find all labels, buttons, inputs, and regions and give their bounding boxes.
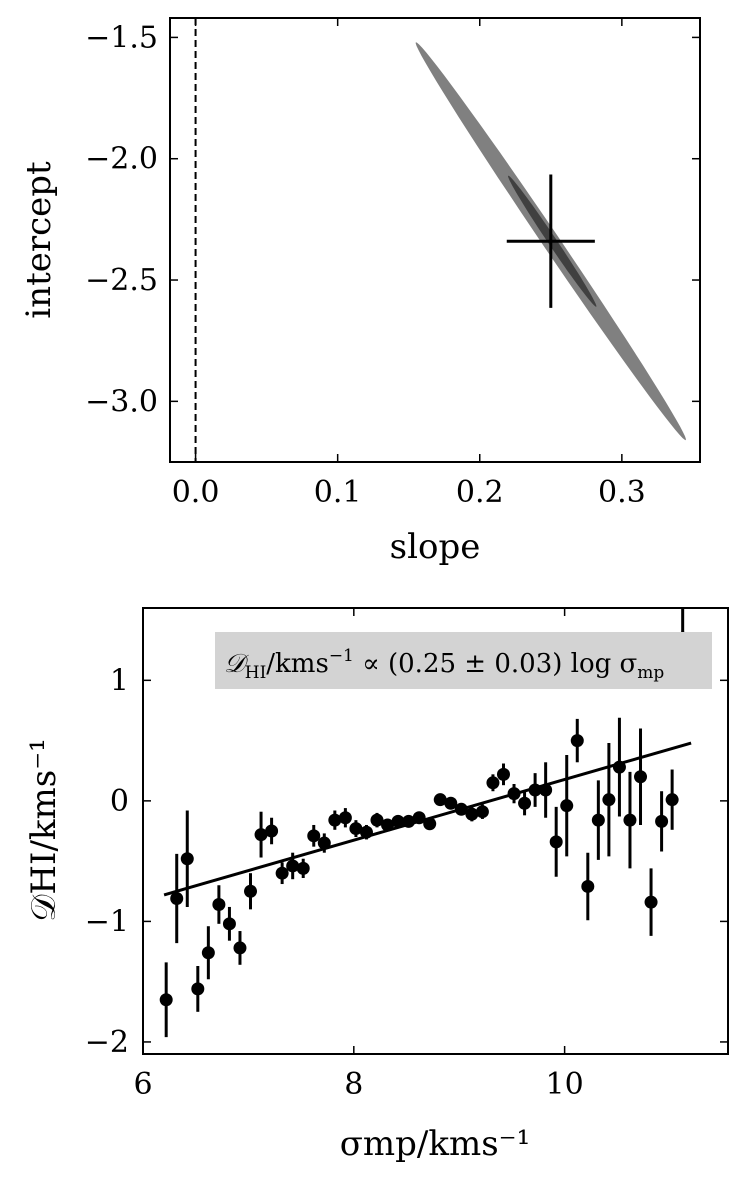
data-point-43 (612, 760, 626, 774)
data-point-15 (317, 836, 331, 850)
x-tick-label-10: 10 (546, 1067, 584, 1102)
x-tick-label-2: 0.2 (456, 475, 504, 510)
annotation-coeff: ∝ (0.25 ± 0.03) log σ (354, 649, 637, 679)
y-tick-label-minus1: −1 (85, 904, 129, 939)
data-point-32 (496, 767, 510, 781)
data-point-19 (359, 825, 373, 839)
x-axis-label: σmp/kms⁻¹ (340, 1124, 531, 1164)
data-point-9 (254, 828, 268, 842)
top-panel-frame (169, 17, 701, 463)
top-panel-ticks (170, 18, 700, 462)
y-tick-label-minus2: −2 (85, 1025, 129, 1060)
data-point-30 (475, 805, 489, 819)
data-point-5 (212, 898, 226, 912)
data-point-42 (602, 793, 616, 807)
data-point-45 (634, 770, 648, 784)
y-tick-label-1: −2.0 (85, 142, 158, 177)
data-point-35 (528, 783, 542, 797)
data-point-22 (391, 814, 405, 828)
data-point-4 (201, 946, 215, 960)
data-point-0 (159, 993, 173, 1007)
annotation-sub-hi: HI (245, 663, 267, 683)
data-point-36 (539, 783, 553, 797)
bottom-panel-frame (142, 607, 729, 1055)
data-point-48 (665, 793, 679, 807)
data-point-8 (244, 884, 258, 898)
data-point-16 (328, 813, 342, 827)
data-point-46 (644, 895, 658, 909)
data-point-7 (233, 941, 247, 955)
y-tick-label-0: 0 (110, 784, 129, 819)
data-point-17 (338, 811, 352, 825)
annotation-sup: −1 (329, 646, 354, 666)
data-point-41 (591, 813, 605, 827)
data-point-11 (275, 866, 289, 880)
x-tick-label-3: 0.3 (598, 475, 646, 510)
y-tick-label-2: −2.5 (85, 263, 158, 298)
data-point-24 (412, 811, 426, 825)
data-point-27 (444, 796, 458, 810)
data-point-10 (265, 824, 279, 838)
data-point-37 (549, 835, 563, 849)
annotation-sub-mp: mp (637, 663, 664, 683)
x-tick-label-1: 0.1 (314, 475, 362, 510)
data-point-39 (570, 734, 584, 748)
x-tick-label-0: 0.0 (172, 475, 220, 510)
data-point-28 (454, 802, 468, 816)
data-point-1 (170, 892, 184, 906)
data-point-18 (349, 822, 363, 836)
data-point-21 (381, 818, 395, 832)
data-point-38 (560, 799, 574, 813)
y-tick-label-3: −3.0 (85, 384, 158, 419)
data-point-40 (581, 879, 595, 893)
data-point-23 (402, 814, 416, 828)
y-axis-label: intercept (19, 161, 59, 319)
data-point-13 (296, 861, 310, 875)
x-axis-label: slope (390, 527, 481, 567)
data-point-34 (518, 796, 532, 810)
y-axis-label: 𝒟HI/kms⁻¹ (24, 738, 64, 922)
annotation-box (215, 632, 712, 689)
data-point-6 (222, 917, 236, 931)
data-point-12 (286, 859, 300, 873)
data-point-25 (423, 817, 437, 831)
data-point-3 (191, 982, 205, 996)
annotation-kms: /kms (266, 649, 329, 679)
x-tick-label-8: 8 (344, 1067, 363, 1102)
data-point-26 (433, 793, 447, 807)
data-point-14 (307, 829, 321, 843)
fit-annotation: 𝒟HI/kms−1 ∝ (0.25 ± 0.03) log σmp (215, 632, 712, 689)
data-point-20 (370, 813, 384, 827)
slope-intercept-panel: 0.0 0.1 0.2 0.3 −1.5 −2.0 −2.5 −3.0 slop… (19, 17, 701, 567)
data-point-47 (655, 814, 669, 828)
data-points (159, 608, 690, 1038)
y-tick-label-0: −1.5 (85, 20, 158, 55)
data-point-33 (507, 787, 521, 801)
dispersion-panel: 𝒟HI/kms−1 ∝ (0.25 ± 0.03) log σmp 6 8 10… (24, 607, 729, 1164)
data-point-29 (465, 807, 479, 821)
data-point-44 (623, 813, 637, 827)
annotation-text: 𝒟HI/kms−1 ∝ (0.25 ± 0.03) log σmp (224, 646, 664, 683)
y-tick-label-1: 1 (110, 663, 129, 698)
data-point-31 (486, 776, 500, 790)
x-tick-label-6: 6 (133, 1067, 152, 1102)
data-point-2 (180, 852, 194, 866)
